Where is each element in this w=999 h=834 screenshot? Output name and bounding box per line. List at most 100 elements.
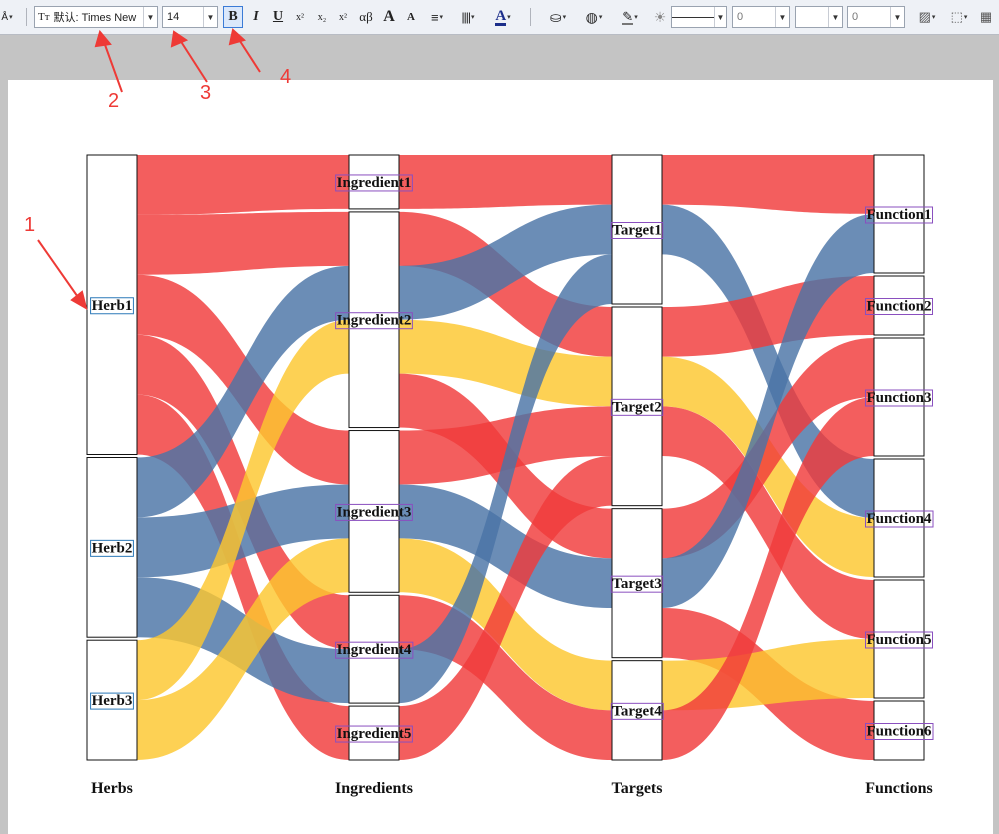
toolbar-separator (26, 8, 27, 26)
sankey-link-target4-function3[interactable] (662, 397, 874, 760)
line-width-select[interactable]: 0 ▼ (732, 6, 790, 28)
sankey-link-target3-function1[interactable] (662, 214, 874, 608)
sankey-link-herb1-ingredient1[interactable] (137, 155, 349, 215)
sankey-node-label[interactable]: Ingredient5 (337, 726, 412, 742)
label-selection-box (335, 641, 414, 659)
sankey-link-herb2-ingredient2[interactable] (137, 265, 349, 518)
chevron-down-icon[interactable]: ▼ (775, 7, 789, 27)
sankey-node-label[interactable]: Ingredient3 (337, 504, 412, 520)
sankey-node-label[interactable]: Function3 (866, 390, 931, 406)
fill-style-select[interactable]: ▼ (795, 6, 843, 28)
sankey-node-target4[interactable] (611, 660, 663, 761)
font-name-select[interactable]: Tт 默认: Times New ▼ (34, 6, 158, 28)
pattern-button[interactable]: ◍ ▾ (585, 8, 603, 25)
chevron-down-icon[interactable]: ▼ (203, 7, 217, 27)
sankey-link-ingredient2-target1[interactable] (399, 204, 612, 320)
label-selection-box (864, 723, 934, 740)
italic-button[interactable]: I (253, 9, 259, 24)
label-selection-box (610, 398, 664, 416)
font-color-button[interactable]: A ▾ (495, 7, 511, 26)
chevron-down-icon[interactable]: ▼ (714, 7, 726, 27)
sun-icon: ☀ (653, 8, 667, 25)
sankey-node-function2[interactable] (873, 275, 925, 336)
callout-2: 2 (108, 90, 120, 112)
sankey-link-target3-function3[interactable] (662, 338, 874, 559)
label-selection-box (610, 575, 664, 593)
align-button[interactable]: ≡ ▾ (430, 9, 444, 25)
table-button[interactable]: ▦ (976, 6, 996, 28)
chevron-down-icon[interactable]: ▼ (828, 7, 842, 27)
sankey-node-label[interactable]: Target2 (612, 399, 661, 415)
sankey-link-ingredient5-target2[interactable] (399, 456, 612, 760)
sankey-node-target3[interactable] (611, 508, 663, 659)
sankey-node-label[interactable]: Herb1 (92, 298, 133, 314)
superscript-button[interactable]: x² (296, 11, 304, 23)
hatch-button[interactable]: ▨ ▾ (918, 9, 936, 24)
sankey-node-ingredient2[interactable] (348, 211, 400, 429)
sankey-link-ingredient4-target1[interactable] (399, 254, 612, 704)
sankey-node-function4[interactable] (873, 458, 925, 578)
sankey-node-label[interactable]: Ingredient2 (337, 313, 412, 329)
sankey-node-label[interactable]: Function5 (866, 632, 931, 648)
sankey-node-target1[interactable] (611, 154, 663, 305)
pattern-icon: ◍ (585, 8, 598, 25)
sankey-node-label[interactable]: Function4 (866, 511, 932, 527)
label-selection-box (335, 725, 413, 743)
border-button[interactable]: ⬚ ▾ (950, 9, 968, 24)
chevron-down-icon[interactable]: ▼ (143, 7, 157, 27)
greek-button[interactable]: αβ (359, 9, 373, 24)
chevron-down-icon[interactable]: ▼ (890, 7, 904, 27)
sankey-node-function3[interactable] (873, 337, 925, 457)
sankey-link-ingredient3-target2[interactable] (399, 406, 612, 485)
sankey-node-ingredient3[interactable] (348, 430, 400, 593)
sankey-node-function1[interactable] (873, 154, 925, 274)
sankey-node-label[interactable]: Ingredient1 (337, 175, 412, 191)
callout-arrow (237, 37, 261, 73)
sankey-node-label[interactable]: Ingredient4 (337, 642, 412, 658)
line-opacity-select[interactable]: 0 ▼ (847, 6, 905, 28)
shrink-font-button[interactable]: A (407, 11, 415, 23)
sankey-node-label[interactable]: Target4 (612, 703, 662, 719)
sankey-link-target1-function1[interactable] (662, 155, 874, 214)
column-title-functions: Functions (865, 780, 933, 797)
sankey-link-ingredient2-target2[interactable] (399, 319, 612, 407)
sankey-link-herb3-ingredient2[interactable] (137, 319, 349, 701)
sankey-node-label[interactable]: Function1 (866, 207, 931, 223)
sankey-node-function6[interactable] (873, 700, 925, 761)
font-color-icon: A (495, 7, 507, 26)
sankey-node-ingredient4[interactable] (348, 594, 400, 704)
sankey-link-herb3-ingredient3[interactable] (137, 538, 349, 760)
toolbar-overflow-icon[interactable]: Å ▾ (1, 11, 13, 23)
sankey-link-target2-function5[interactable] (662, 406, 874, 639)
underline-button[interactable]: U (272, 9, 284, 24)
effects-button[interactable]: ☀ (650, 6, 670, 28)
sankey-node-label[interactable]: Target1 (612, 223, 661, 239)
bold-button[interactable]: B (223, 6, 243, 28)
fill-color-button[interactable]: ⛀ ▾ (549, 8, 567, 25)
sankey-node-label[interactable]: Function2 (866, 299, 931, 315)
grow-font-button[interactable]: A (383, 8, 395, 25)
sankey-link-herb1-ingredient2[interactable] (137, 211, 349, 275)
sankey-node-ingredient5[interactable] (348, 705, 400, 761)
subscript-button[interactable]: x₂ (317, 11, 327, 23)
sankey-node-herb3[interactable] (86, 639, 138, 761)
table-icon: ▦ (979, 9, 993, 24)
sankey-node-label[interactable]: Target3 (612, 576, 661, 592)
line-width-value: 0 (737, 11, 744, 23)
sankey-link-ingredient1-target1[interactable] (399, 155, 612, 209)
font-size-select[interactable]: 14 ▼ (162, 6, 218, 28)
line-style-select[interactable]: ▼ (671, 6, 727, 28)
superscript-alt-button[interactable]: x² (339, 11, 347, 23)
line-color-button[interactable]: ✎ ▾ (622, 8, 638, 25)
sankey-node-herb2[interactable] (86, 457, 138, 638)
spacing-button[interactable]: |||| ▾ (461, 10, 475, 24)
sankey-node-target2[interactable] (611, 306, 663, 507)
sankey-node-function5[interactable] (873, 579, 925, 699)
sankey-node-ingredient1[interactable] (348, 154, 400, 210)
sankey-node-label[interactable]: Function6 (866, 724, 932, 740)
sankey-node-label[interactable]: Herb3 (92, 693, 133, 709)
sankey-link-ingredient3-target3[interactable] (399, 484, 612, 608)
sankey-node-label[interactable]: Herb2 (92, 540, 133, 556)
sankey-chart: Herb1 Herb2 Herb3 Ingredient1 Ingredient2 Ing… (86, 154, 934, 797)
sankey-node-herb1[interactable] (86, 154, 138, 455)
